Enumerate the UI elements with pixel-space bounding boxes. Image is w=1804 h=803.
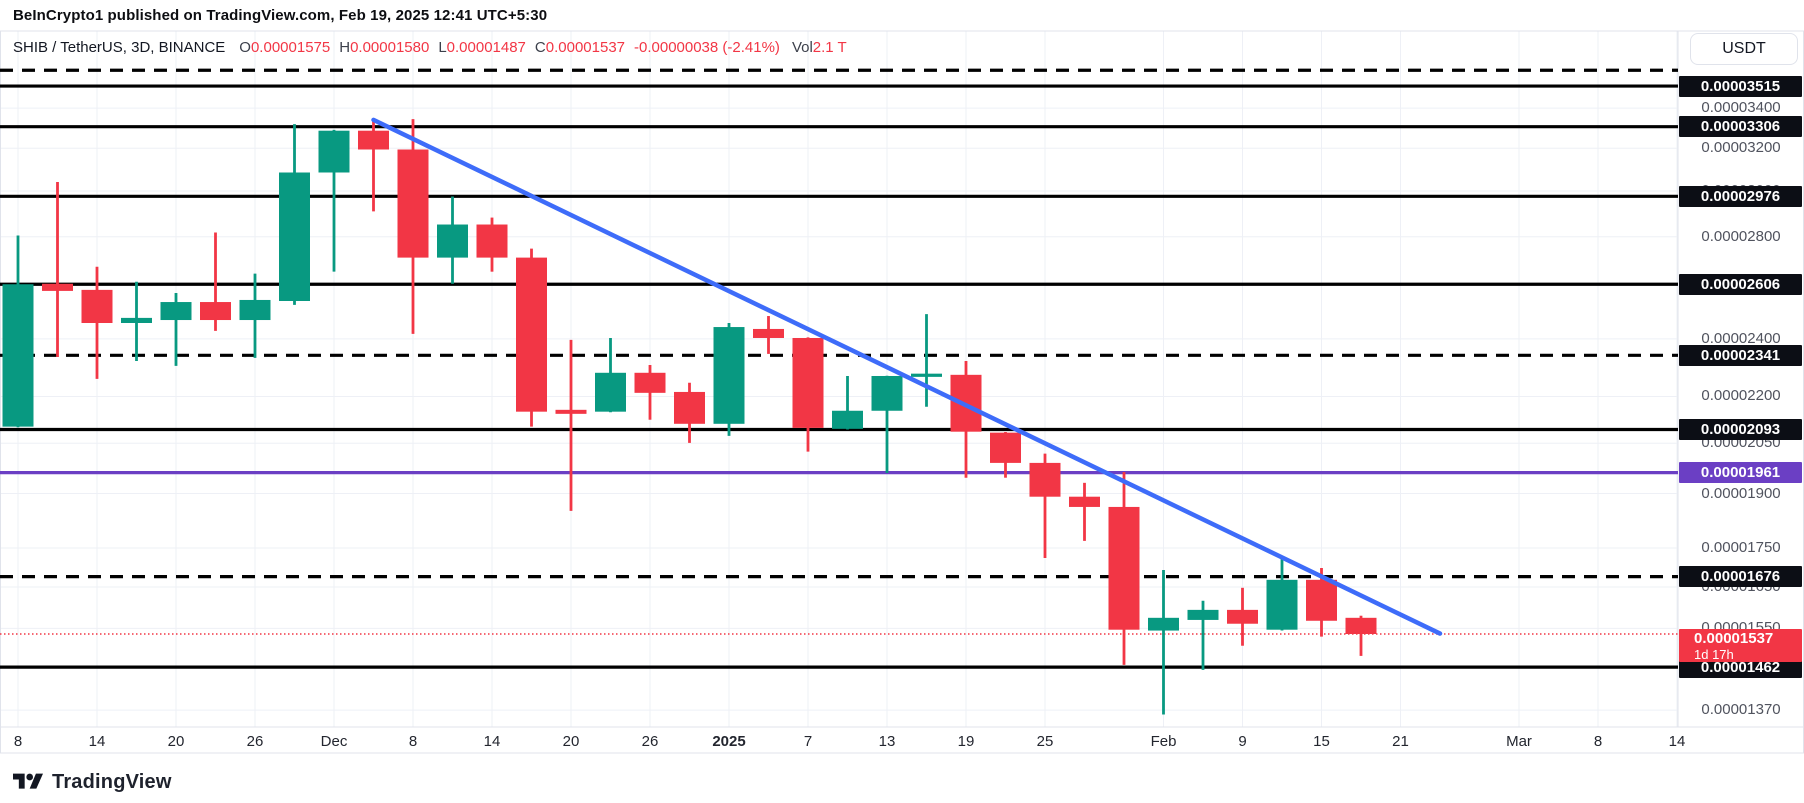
x-axis-tick: 7 [803,733,813,750]
candle-body [200,302,231,321]
candle-body [516,257,547,412]
x-axis-tick: 8 [1593,733,1603,750]
candle-body [595,372,626,412]
x-axis-tick: Feb [1150,733,1177,750]
x-axis-tick: 21 [1392,733,1409,750]
currency-toggle-button[interactable]: USDT [1690,33,1798,65]
candle-body [81,289,113,323]
price-change: -0.00000038 (-2.41%) [634,39,780,56]
price-level-badge: 0.00002606 [1679,273,1802,295]
x-axis-tick: 9 [1238,733,1247,750]
candle-body [358,130,389,150]
candle-body [990,432,1021,463]
ohlc-key: C [534,39,546,56]
price-level-badge: 0.00003515 [1679,75,1802,97]
x-axis-tick: 26 [246,733,264,750]
tradingview-logo-icon [13,773,43,789]
candle-body [318,130,350,173]
candle-body [555,409,587,414]
candle-body [121,317,152,323]
price-level-badge: 0.00002341 [1679,344,1802,366]
ohlc-value: 0.00001575 [250,39,331,56]
price-level-badge: 0.00001676 [1679,566,1802,588]
candle-body [1266,579,1298,630]
candle-body [634,372,666,393]
x-axis-tick: 26 [641,733,659,750]
volume-label: Vol [791,39,813,56]
tradingview-attribution[interactable]: TradingView [13,770,172,794]
candle-body [753,328,784,338]
price-level-badge: 0.00003306 [1679,116,1802,138]
candle-body [1108,506,1140,630]
ohlc-value: 0.00001537 [545,39,625,56]
current-price-badge: 0.00001537 1d 17h [1679,628,1802,662]
ohlc-key: H [339,39,351,56]
x-axis-tick: 19 [957,733,975,750]
y-axis-tick: 0.00003200 [1701,139,1781,157]
ohlc-item: H0.00001580 [339,39,429,56]
x-axis-tick: Dec [320,733,348,750]
candle-body [279,172,310,301]
ohlc-key: L [438,39,447,56]
trendline[interactable] [371,117,1443,636]
x-axis-tick: Mar [1506,733,1532,750]
y-axis-tick: 0.00001370 [1701,701,1781,719]
candle-body [1306,579,1337,621]
candle-body [1069,496,1100,507]
candle-body [42,283,73,291]
price-level-badge: 0.00002093 [1679,418,1802,440]
candle-body [1227,609,1258,624]
current-price-value: 0.00001537 [1694,629,1774,647]
candle-body [674,391,705,424]
tradingview-logo-text: TradingView [52,770,172,793]
ohlc-item: O0.00001575 [239,39,330,56]
y-axis-tick: 0.00002800 [1701,227,1781,245]
y-axis-tick: 0.00001750 [1701,539,1781,557]
ohlc-key: O [239,39,251,56]
candle-body [160,302,192,321]
y-axis-tick: 0.00003400 [1701,99,1781,117]
chart-legend: SHIB / TetherUS, 3D, BINANCE O0.00001575 H… [13,39,847,56]
candle-body [1029,462,1061,497]
candle-body [397,149,429,258]
candle-body [713,327,745,424]
x-axis-tick: 8 [13,733,23,750]
x-axis-tick: 8 [408,733,418,750]
price-level-badge: 0.00002976 [1679,185,1802,207]
candle-body [437,224,468,258]
ohlc-item: L0.00001487 [438,39,526,56]
candle-body [832,410,863,429]
ohlc-readout: O0.00001575 H0.00001580 L0.00001487 C0.0000… [239,39,634,56]
candle-body [239,299,271,321]
candle-body [792,337,824,428]
x-axis-tick: 25 [1036,733,1054,750]
x-axis-tick: 2025 [712,733,746,750]
candle-body [1187,609,1219,620]
y-axis-tick: 0.00002400 [1701,329,1781,347]
candle-body [1148,617,1179,631]
candle-body [2,284,34,427]
y-axis-tick: 0.00001900 [1701,484,1781,502]
candle-body [476,224,508,258]
volume-value: 2.1 T [812,39,847,56]
candle-countdown: 1d 17h [1694,646,1734,662]
x-axis-tick: 14 [88,733,106,750]
ohlc-item: C0.00001537 [535,39,625,56]
publish-attribution: BeInCrypto1 published on TradingView.com… [13,7,548,24]
candle-body [911,373,942,377]
candle-body [871,375,903,411]
x-axis-tick: 15 [1313,733,1330,750]
y-axis-tick: 0.00002200 [1701,387,1781,405]
ohlc-value: 0.00001487 [446,39,526,56]
x-axis-tick: 14 [483,733,501,750]
price-level-badge: 0.00001961 [1679,462,1802,484]
ohlc-value: 0.00001580 [350,39,430,56]
symbol-title: SHIB / TetherUS, 3D, BINANCE [13,39,226,56]
x-axis-tick: 13 [878,733,896,750]
x-axis-tick: 20 [167,733,185,750]
x-axis-tick: 14 [1668,733,1686,750]
candle-body [1345,617,1377,634]
x-axis-tick: 20 [562,733,580,750]
